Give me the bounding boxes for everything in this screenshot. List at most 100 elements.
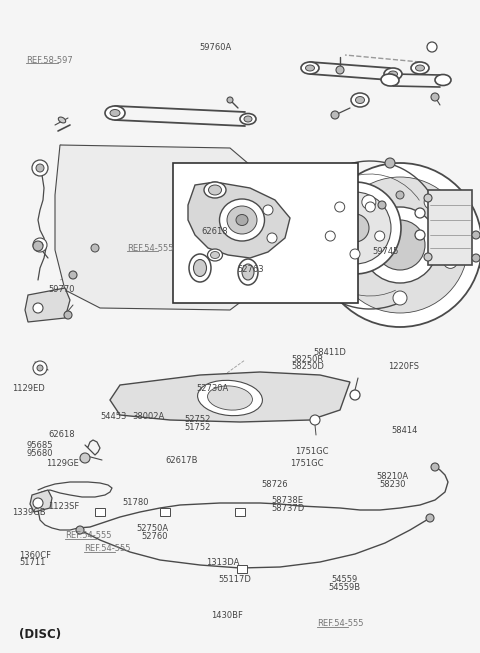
- Circle shape: [80, 453, 90, 463]
- Circle shape: [343, 255, 357, 268]
- Circle shape: [424, 253, 432, 261]
- Text: 52730A: 52730A: [197, 384, 229, 393]
- Text: 58250D: 58250D: [292, 362, 324, 372]
- Text: 58250R: 58250R: [292, 355, 324, 364]
- Ellipse shape: [244, 116, 252, 122]
- Ellipse shape: [198, 380, 263, 416]
- Circle shape: [362, 195, 376, 209]
- Text: 1339GB: 1339GB: [12, 508, 46, 517]
- Bar: [237, 565, 247, 573]
- Text: 54453: 54453: [101, 412, 127, 421]
- Circle shape: [426, 514, 434, 522]
- Text: 1360CF: 1360CF: [19, 550, 51, 560]
- Circle shape: [341, 214, 369, 242]
- Text: 51780: 51780: [122, 498, 149, 507]
- Ellipse shape: [207, 386, 252, 410]
- Circle shape: [362, 207, 438, 283]
- Text: 58210A: 58210A: [377, 472, 409, 481]
- Text: 1129GE: 1129GE: [46, 459, 78, 468]
- Ellipse shape: [227, 206, 257, 234]
- Circle shape: [263, 205, 273, 215]
- Ellipse shape: [240, 114, 256, 125]
- Ellipse shape: [204, 182, 226, 198]
- Text: 38002A: 38002A: [132, 412, 164, 421]
- Circle shape: [375, 220, 425, 270]
- Circle shape: [378, 201, 386, 209]
- Circle shape: [393, 291, 407, 305]
- Bar: [428, 190, 472, 265]
- Polygon shape: [188, 182, 290, 258]
- Text: 59760A: 59760A: [199, 43, 231, 52]
- Polygon shape: [110, 372, 350, 422]
- Ellipse shape: [384, 68, 402, 80]
- Circle shape: [36, 164, 44, 172]
- Circle shape: [91, 244, 99, 252]
- Ellipse shape: [193, 259, 206, 276]
- Circle shape: [424, 195, 438, 209]
- Text: 54559: 54559: [331, 575, 358, 584]
- Ellipse shape: [356, 97, 364, 103]
- Circle shape: [336, 66, 344, 74]
- Circle shape: [33, 498, 43, 508]
- Circle shape: [69, 271, 77, 279]
- Text: REF.54-555: REF.54-555: [65, 531, 111, 540]
- Text: 1313DA: 1313DA: [206, 558, 240, 567]
- Ellipse shape: [242, 264, 254, 280]
- Circle shape: [227, 97, 233, 103]
- Text: 62618: 62618: [202, 227, 228, 236]
- Ellipse shape: [351, 93, 369, 107]
- Ellipse shape: [207, 249, 223, 261]
- Bar: [173, 163, 358, 303]
- Bar: [95, 508, 105, 516]
- Circle shape: [431, 463, 439, 471]
- Circle shape: [472, 254, 480, 262]
- Text: 1220FS: 1220FS: [388, 362, 419, 372]
- Polygon shape: [30, 490, 52, 512]
- Text: 1751GC: 1751GC: [295, 447, 329, 456]
- Text: 52760: 52760: [142, 532, 168, 541]
- Text: 58738E: 58738E: [271, 496, 303, 505]
- Circle shape: [427, 42, 437, 52]
- Ellipse shape: [219, 199, 264, 241]
- Ellipse shape: [411, 62, 429, 74]
- Circle shape: [33, 238, 47, 252]
- Text: 95685: 95685: [26, 441, 53, 451]
- Text: 58414: 58414: [391, 426, 418, 436]
- Circle shape: [424, 194, 432, 202]
- Text: 62617B: 62617B: [166, 456, 198, 465]
- Circle shape: [33, 241, 43, 251]
- Ellipse shape: [58, 117, 66, 123]
- Ellipse shape: [305, 65, 314, 71]
- Text: 58726: 58726: [262, 480, 288, 489]
- Text: (DISC): (DISC): [19, 628, 61, 641]
- Ellipse shape: [301, 62, 319, 74]
- Text: 95680: 95680: [26, 449, 53, 458]
- Text: 51752: 51752: [185, 423, 211, 432]
- Ellipse shape: [189, 254, 211, 282]
- Text: 59770: 59770: [48, 285, 74, 294]
- Circle shape: [365, 202, 375, 212]
- Circle shape: [350, 390, 360, 400]
- Ellipse shape: [236, 214, 248, 225]
- Text: 55117D: 55117D: [218, 575, 251, 584]
- Ellipse shape: [208, 185, 221, 195]
- Circle shape: [350, 249, 360, 259]
- Circle shape: [335, 202, 345, 212]
- Circle shape: [309, 182, 401, 274]
- Circle shape: [431, 93, 439, 101]
- Text: 51711: 51711: [19, 558, 46, 567]
- Text: 59745: 59745: [372, 247, 398, 256]
- Circle shape: [385, 158, 395, 168]
- Text: 62618: 62618: [48, 430, 74, 439]
- Circle shape: [33, 361, 47, 375]
- Bar: [235, 508, 245, 516]
- Circle shape: [375, 231, 385, 241]
- Ellipse shape: [416, 65, 424, 71]
- Circle shape: [325, 231, 335, 241]
- Text: REF.54-555: REF.54-555: [127, 244, 174, 253]
- Text: 1430BF: 1430BF: [211, 611, 243, 620]
- Text: 58737D: 58737D: [271, 503, 304, 513]
- Circle shape: [76, 526, 84, 534]
- Circle shape: [37, 365, 43, 371]
- Text: 52752: 52752: [185, 415, 211, 424]
